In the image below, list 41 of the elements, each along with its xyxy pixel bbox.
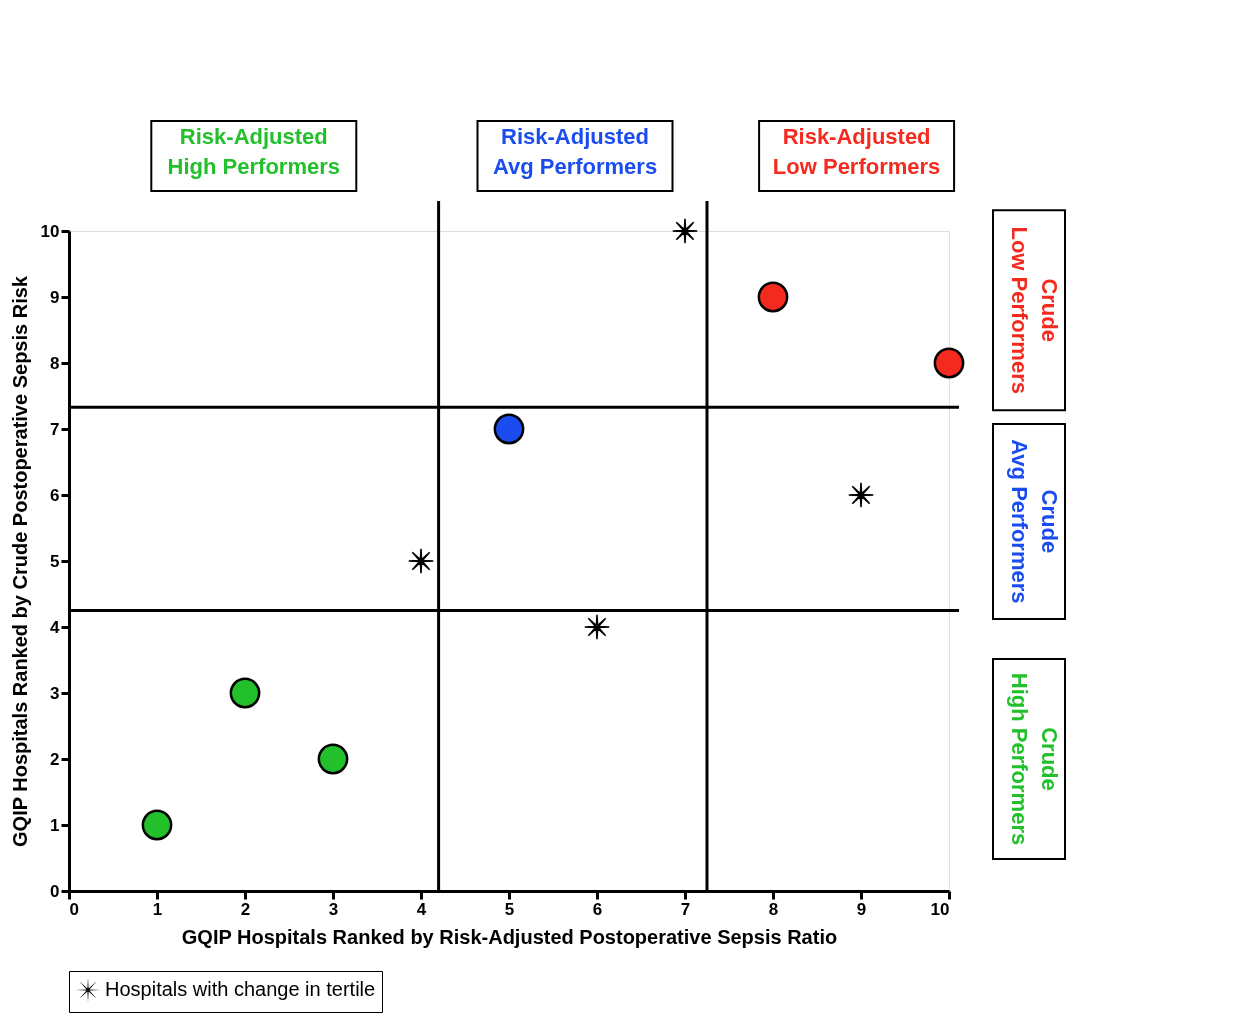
y-tick-label: 2 bbox=[50, 749, 60, 769]
text: Risk-Adjusted Low Performers bbox=[772, 124, 941, 179]
point bbox=[933, 347, 965, 379]
y-tick-label: 4 bbox=[50, 617, 61, 637]
y-tick-label: 6 bbox=[50, 485, 60, 505]
x-tick-label: 7 bbox=[680, 899, 691, 919]
x-tick-label: 6 bbox=[592, 899, 603, 919]
legend-label: Hospitals with change in tertile bbox=[105, 978, 376, 1000]
x-axis-title: GQIP Hospitals Ranked by Risk-Adjusted Postoperative Sepsis Ratio bbox=[181, 925, 838, 948]
x-tick-label: 5 bbox=[504, 899, 515, 919]
y-tick-label: 9 bbox=[50, 287, 60, 307]
text: Risk-Adjusted Avg Performers bbox=[492, 124, 658, 179]
x-tick-label: 0 bbox=[69, 899, 79, 919]
y-tick-label: 10 bbox=[40, 221, 60, 241]
y-tick-label: 5 bbox=[50, 551, 60, 571]
point bbox=[584, 614, 610, 640]
y-tick-label: 8 bbox=[50, 353, 60, 373]
x-tick-label: 9 bbox=[856, 899, 867, 919]
x-tick-label: 1 bbox=[152, 899, 163, 919]
x-tick-label: 10 bbox=[930, 899, 950, 919]
x-tick-label: 4 bbox=[416, 899, 427, 919]
point bbox=[317, 743, 349, 775]
point bbox=[848, 482, 874, 508]
point bbox=[408, 548, 434, 574]
text: Crude Avg Performers bbox=[1007, 439, 1062, 604]
x-tick-label: 3 bbox=[328, 899, 339, 919]
y-axis-title: GQIP Hospitals Ranked by Crude Postoperative Sepsis Risk bbox=[8, 275, 31, 847]
x-tick-label: 8 bbox=[768, 899, 779, 919]
point bbox=[229, 677, 261, 709]
y-tick-label: 7 bbox=[50, 419, 60, 439]
point bbox=[672, 218, 698, 244]
point bbox=[757, 281, 789, 313]
text: Risk-Adjusted High Performers bbox=[167, 124, 340, 179]
point bbox=[493, 413, 525, 445]
y-tick-label: 3 bbox=[50, 683, 60, 703]
y-tick-label: 0 bbox=[50, 881, 60, 901]
y-tick-label: 1 bbox=[50, 815, 60, 835]
text: Crude High Performers bbox=[1007, 672, 1062, 846]
x-tick-label: 2 bbox=[240, 899, 251, 919]
text: Crude Low Performers bbox=[1007, 226, 1062, 394]
point bbox=[141, 809, 173, 841]
